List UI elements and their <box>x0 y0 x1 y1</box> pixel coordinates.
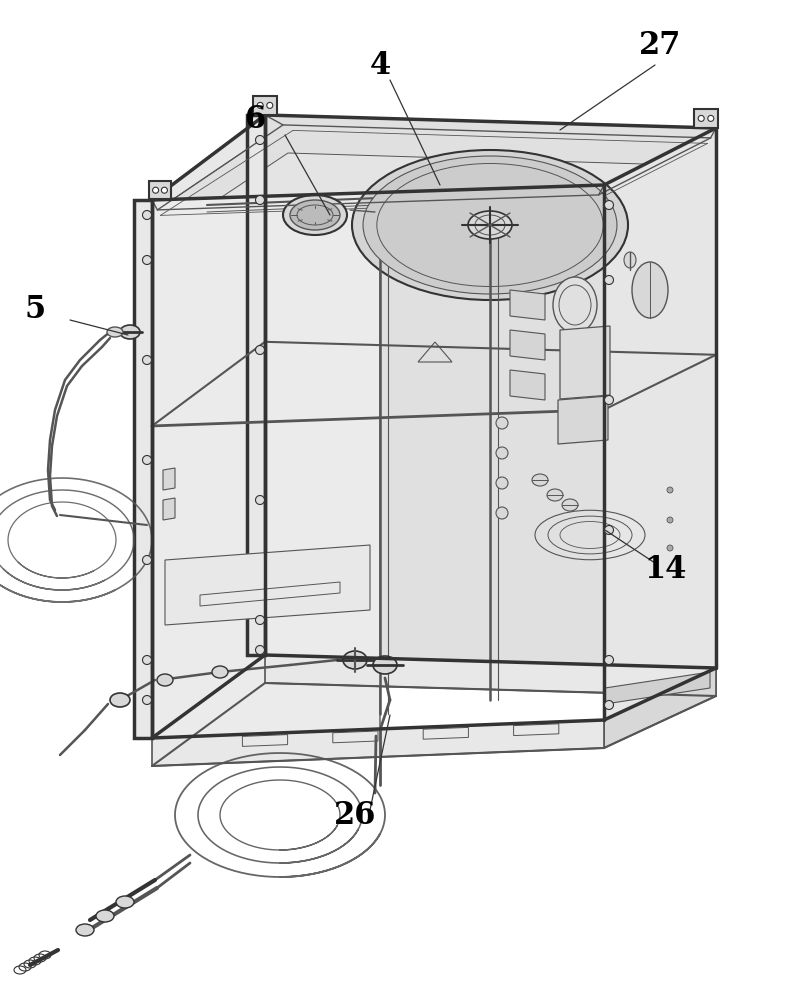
Ellipse shape <box>624 252 636 268</box>
Circle shape <box>256 495 264 504</box>
Circle shape <box>496 477 508 489</box>
Ellipse shape <box>632 262 668 318</box>
Circle shape <box>708 115 714 121</box>
Circle shape <box>256 615 264 624</box>
Text: 4: 4 <box>369 49 391 81</box>
Ellipse shape <box>107 327 123 337</box>
Circle shape <box>496 507 508 519</box>
Polygon shape <box>560 326 610 399</box>
Ellipse shape <box>547 489 563 501</box>
Circle shape <box>667 517 673 523</box>
Polygon shape <box>604 668 716 748</box>
Polygon shape <box>163 468 175 490</box>
Circle shape <box>142 255 152 264</box>
Circle shape <box>142 656 152 664</box>
Text: 27: 27 <box>639 29 682 60</box>
Ellipse shape <box>532 474 548 486</box>
Ellipse shape <box>373 656 397 674</box>
Polygon shape <box>510 290 545 320</box>
Polygon shape <box>134 200 152 738</box>
Ellipse shape <box>363 156 617 294</box>
Polygon shape <box>160 153 708 238</box>
Circle shape <box>667 545 673 551</box>
Polygon shape <box>247 115 265 655</box>
Polygon shape <box>605 672 710 704</box>
Circle shape <box>256 196 264 205</box>
Circle shape <box>142 556 152 564</box>
Ellipse shape <box>553 277 597 333</box>
Ellipse shape <box>468 211 512 239</box>
Polygon shape <box>604 128 716 720</box>
Polygon shape <box>510 370 545 400</box>
Polygon shape <box>163 498 175 520</box>
Polygon shape <box>265 655 716 696</box>
Text: 6: 6 <box>244 104 265 135</box>
Text: 26: 26 <box>334 800 376 830</box>
Circle shape <box>698 115 704 121</box>
Circle shape <box>142 356 152 364</box>
Circle shape <box>256 346 264 355</box>
Ellipse shape <box>110 693 130 707</box>
Polygon shape <box>265 115 716 668</box>
Circle shape <box>496 447 508 459</box>
Circle shape <box>605 526 614 534</box>
Circle shape <box>161 187 168 193</box>
Circle shape <box>667 487 673 493</box>
Polygon shape <box>152 115 716 200</box>
Circle shape <box>605 275 614 284</box>
Circle shape <box>142 696 152 704</box>
Ellipse shape <box>352 150 628 300</box>
Polygon shape <box>152 720 604 766</box>
Ellipse shape <box>290 200 340 230</box>
Polygon shape <box>253 96 277 115</box>
Ellipse shape <box>96 910 114 922</box>
Circle shape <box>153 187 158 193</box>
Polygon shape <box>152 192 380 738</box>
Ellipse shape <box>157 674 173 686</box>
Polygon shape <box>604 128 716 720</box>
Circle shape <box>496 417 508 429</box>
Polygon shape <box>165 545 370 625</box>
Circle shape <box>256 646 264 654</box>
Circle shape <box>142 211 152 220</box>
Ellipse shape <box>562 499 578 511</box>
Ellipse shape <box>120 325 140 339</box>
Text: 5: 5 <box>25 294 46 326</box>
Polygon shape <box>510 330 545 360</box>
Ellipse shape <box>283 195 347 235</box>
Text: 14: 14 <box>644 554 686 585</box>
Circle shape <box>256 135 264 144</box>
Circle shape <box>267 102 272 108</box>
Polygon shape <box>149 181 171 199</box>
Ellipse shape <box>116 896 134 908</box>
Circle shape <box>142 456 152 464</box>
Circle shape <box>605 200 614 210</box>
Ellipse shape <box>212 666 228 678</box>
Circle shape <box>605 395 614 404</box>
Circle shape <box>605 656 614 664</box>
Ellipse shape <box>76 924 94 936</box>
Ellipse shape <box>343 651 367 669</box>
Circle shape <box>257 102 263 108</box>
Polygon shape <box>694 109 718 128</box>
Polygon shape <box>157 125 710 210</box>
Polygon shape <box>558 396 608 444</box>
Circle shape <box>605 700 614 710</box>
